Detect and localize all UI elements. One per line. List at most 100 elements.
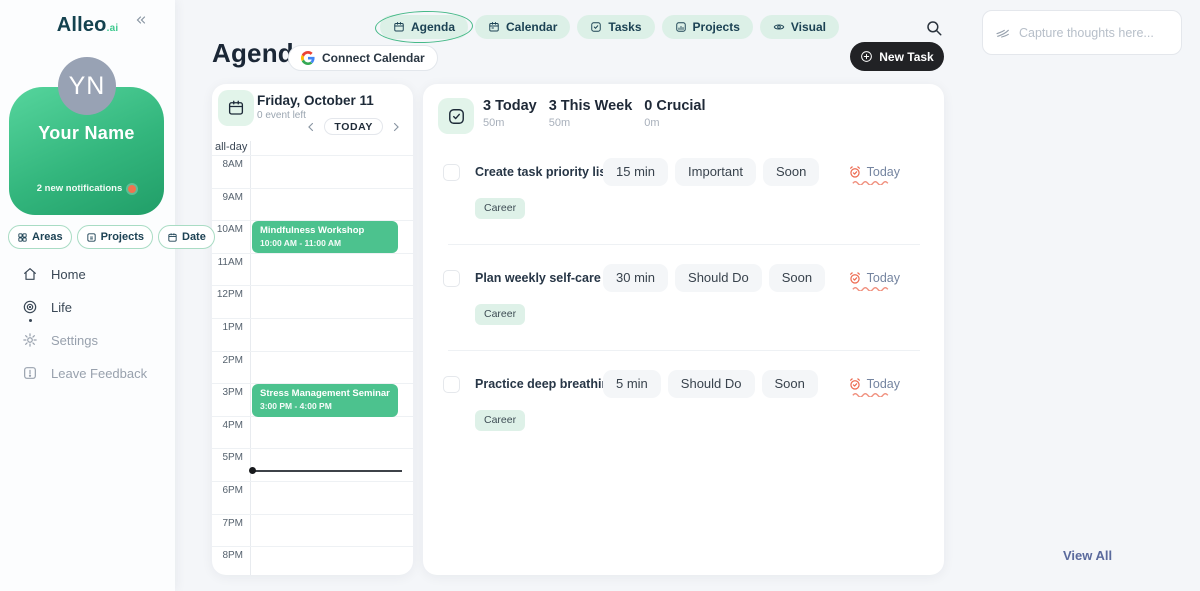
hour-label: 7PM xyxy=(222,517,243,529)
google-logo-icon xyxy=(301,51,315,65)
stat-crucial-count: 0 Crucial xyxy=(644,98,706,114)
app-logo-suffix: .ai xyxy=(106,23,119,34)
top-tabs: Agenda Calendar Tasks Projects Visual xyxy=(380,15,840,39)
filter-areas-button[interactable]: Areas xyxy=(8,225,72,249)
hour-label: 6PM xyxy=(222,484,243,496)
avatar-initials: YN xyxy=(68,71,106,100)
calendar-event-stress-management-seminar[interactable]: Stress Management Seminar 3:00 PM - 4:00… xyxy=(252,384,398,417)
notifications[interactable]: 2 new notifications xyxy=(9,183,164,194)
hour-row[interactable]: 8AM xyxy=(212,155,413,188)
task-due-badge[interactable]: Today xyxy=(848,377,900,397)
stat-today-count: 3 Today xyxy=(483,98,537,114)
user-name: Your Name xyxy=(38,123,135,143)
task-checkbox[interactable] xyxy=(443,163,460,181)
task-title[interactable]: Create task priority list xyxy=(475,165,611,179)
task-row: Plan weekly self-care routine 30 min Sho… xyxy=(443,260,920,366)
app-logo-text: Alleo xyxy=(56,14,107,36)
sidebar-item-home[interactable]: Home xyxy=(22,264,147,284)
calendar-events-left: 0 event left xyxy=(257,110,306,121)
agenda-icon xyxy=(394,22,404,32)
hour-label: 11AM xyxy=(217,256,243,268)
hour-label: 8PM xyxy=(222,550,243,562)
task-urgency-chip[interactable]: Soon xyxy=(761,370,818,398)
tab-visual[interactable]: Visual xyxy=(759,15,840,39)
scribble-pen-icon xyxy=(996,29,1009,38)
task-due-badge[interactable]: Today xyxy=(848,165,900,185)
sidebar-item-label: Home xyxy=(51,266,86,282)
task-tag: Career xyxy=(475,198,526,219)
hour-row[interactable]: 3PM xyxy=(212,383,413,416)
hour-row[interactable]: 7PM xyxy=(212,513,413,547)
sidebar-item-settings[interactable]: Settings xyxy=(22,330,147,350)
calendar-event-mindfulness-workshop[interactable]: Mindfulness Workshop 10:00 AM - 11:00 AM xyxy=(252,221,398,253)
connect-calendar-button[interactable]: Connect Calendar xyxy=(288,45,438,71)
stat-this-week-count: 3 This Week xyxy=(548,98,633,114)
task-due-badge[interactable]: Today xyxy=(848,271,900,291)
task-urgency-chip[interactable]: Soon xyxy=(762,158,820,186)
current-time-indicator xyxy=(249,467,402,473)
task-duration-chip[interactable]: 30 min xyxy=(603,264,669,292)
hour-row[interactable]: 2PM xyxy=(212,350,413,384)
stat-crucial[interactable]: 0 Crucial 0m xyxy=(644,98,705,129)
filter-date-button[interactable]: Date xyxy=(158,225,215,249)
hour-label: 1PM xyxy=(222,321,243,333)
hour-row[interactable]: 8PM xyxy=(212,546,413,575)
hour-row[interactable]: 4PM xyxy=(212,415,413,449)
next-day-icon[interactable] xyxy=(389,120,403,134)
tab-projects[interactable]: Projects xyxy=(661,15,753,39)
task-duration-chip[interactable]: 5 min xyxy=(603,370,661,398)
search-icon[interactable] xyxy=(925,19,943,37)
hour-row[interactable]: 12PM xyxy=(212,285,413,318)
task-title[interactable]: Practice deep breathing xyxy=(475,377,617,391)
calendar-date-title: Friday, October 11 xyxy=(257,93,374,108)
hour-row[interactable]: 9AM xyxy=(212,187,413,221)
tab-calendar[interactable]: Calendar xyxy=(475,15,571,39)
sidebar-item-label: Life xyxy=(51,299,72,315)
calendar-icon xyxy=(489,22,499,32)
hour-label: 8AM xyxy=(222,159,243,170)
filter-projects-button[interactable]: Projects xyxy=(76,225,153,249)
hour-row[interactable]: 5PM xyxy=(212,448,413,481)
stat-today[interactable]: 3 Today 50m xyxy=(483,98,537,129)
calendar-grid[interactable]: 8AM 9AM 10AM 11AM 12PM 1PM 2PM 3PM 4PM 5… xyxy=(212,155,413,575)
tab-agenda[interactable]: Agenda xyxy=(380,15,469,39)
hour-row[interactable]: 11AM xyxy=(212,252,413,286)
task-priority-chip[interactable]: Important xyxy=(675,158,756,186)
sidebar-item-leave-feedback[interactable]: Leave Feedback xyxy=(22,363,147,383)
task-urgency-chip[interactable]: Soon xyxy=(768,264,826,292)
task-duration-chip[interactable]: 15 min xyxy=(603,158,669,186)
target-icon xyxy=(23,300,37,314)
task-list: Create task priority list 15 min Importa… xyxy=(443,154,920,472)
prev-day-icon[interactable] xyxy=(304,120,318,134)
sidebar-collapse-icon[interactable] xyxy=(135,13,147,31)
view-all-link[interactable]: View All xyxy=(1063,548,1113,563)
avatar[interactable]: YN xyxy=(58,57,116,115)
task-priority-chip[interactable]: Should Do xyxy=(667,370,755,398)
tab-label: Agenda xyxy=(411,20,456,34)
app-logo: Alleo.ai xyxy=(0,14,175,37)
task-row: Practice deep breathing 5 min Should Do … xyxy=(443,366,920,472)
sidebar-item-life[interactable]: Life xyxy=(22,297,147,322)
task-priority-chip[interactable]: Should Do xyxy=(675,264,762,292)
hour-row[interactable]: 1PM xyxy=(212,317,413,351)
tab-tasks[interactable]: Tasks xyxy=(577,15,655,39)
hour-label: 12PM xyxy=(216,289,243,301)
capture-thoughts-box[interactable] xyxy=(982,10,1182,55)
event-title: Mindfulness Workshop xyxy=(260,225,365,236)
hour-label: 9AM xyxy=(222,191,243,203)
alarm-icon xyxy=(849,378,860,390)
calendar-header-icon xyxy=(218,90,254,126)
connect-calendar-label: Connect Calendar xyxy=(322,51,425,65)
new-task-button[interactable]: New Task xyxy=(850,42,944,71)
today-button[interactable]: TODAY xyxy=(324,118,383,135)
task-divider xyxy=(448,350,920,351)
hour-row[interactable]: 6PM xyxy=(212,480,413,514)
task-checkbox[interactable] xyxy=(443,375,460,393)
stat-this-week[interactable]: 3 This Week 50m xyxy=(549,98,633,129)
hour-row[interactable]: 10AM xyxy=(212,220,413,253)
capture-thoughts-input[interactable] xyxy=(1019,25,1169,40)
event-title: Stress Management Seminar xyxy=(260,388,390,399)
task-title[interactable]: Plan weekly self-care routine xyxy=(475,271,647,285)
task-checkbox[interactable] xyxy=(443,269,460,287)
